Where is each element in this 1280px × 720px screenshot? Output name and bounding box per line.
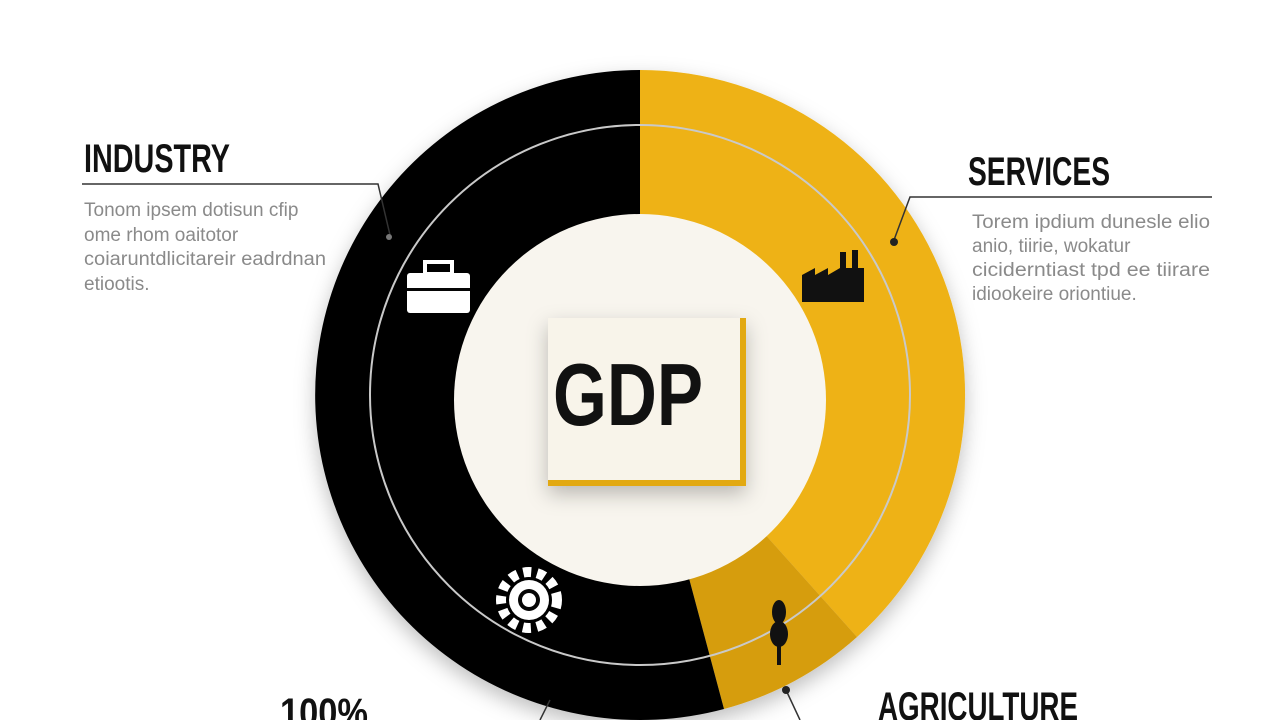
section-text: Tonom ipsem dotisun cfip (84, 200, 298, 221)
leader-lines (82, 183, 1212, 720)
section-text: coiaruntdlicitareir eadrdnan (84, 249, 326, 270)
leader-dot (386, 234, 392, 240)
section-text: ciciderntiast tpd ee tiirare (972, 260, 1210, 281)
section-text: Torem ipdium dunesle elio (972, 212, 1210, 233)
center-card (548, 318, 746, 486)
section-title: AGRICULTURE (878, 685, 1078, 720)
center-label: GDP (553, 345, 703, 444)
wheat-icon (770, 600, 788, 665)
section-title: SERVICES (968, 150, 1110, 194)
section-text: etiootis. (84, 274, 149, 295)
leader-dot (782, 686, 790, 694)
ring (369, 124, 911, 666)
card-edge (548, 480, 746, 486)
section-title: INDUSTRY (84, 137, 230, 181)
section-text: idiookeire oriontiue. (972, 284, 1137, 305)
card-edge (740, 318, 746, 486)
percent-label: 100% (280, 691, 368, 720)
leader-dot (890, 238, 898, 246)
section-text: ome rhom oaitotor (84, 225, 239, 246)
briefcase-icon (407, 260, 470, 313)
factory-icon (802, 250, 864, 302)
section-text: anio, tiirie, wokatur (972, 236, 1131, 257)
gear-icon (496, 567, 562, 633)
